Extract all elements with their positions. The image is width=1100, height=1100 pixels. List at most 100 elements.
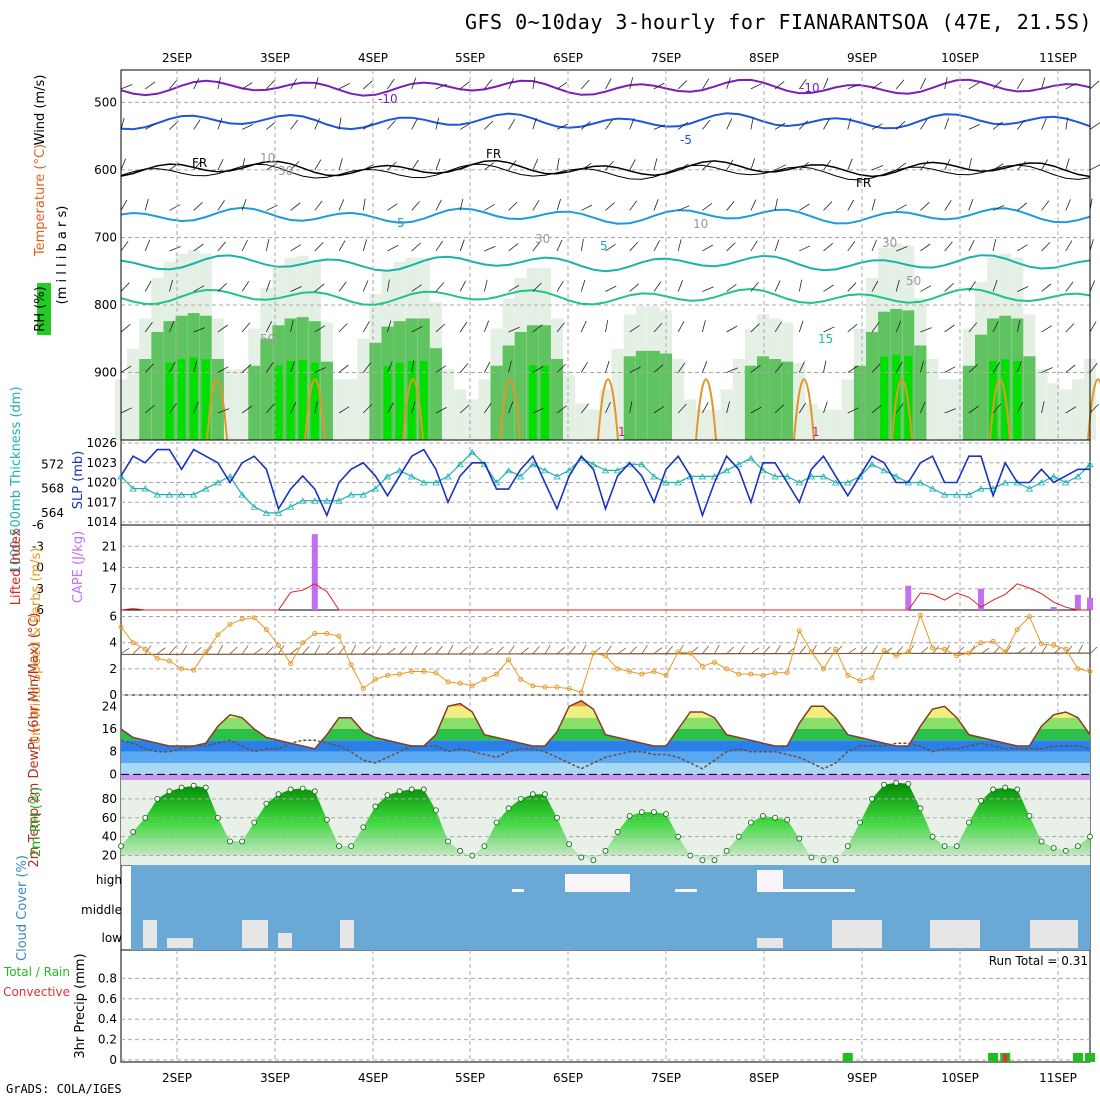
wind-barb — [847, 199, 854, 211]
surface-wind-barb — [847, 647, 857, 655]
wind-barb — [556, 81, 568, 90]
surface-wind-barb — [992, 646, 1001, 655]
thickness-marker — [286, 503, 295, 510]
date-label-bottom: 8SEP — [749, 1071, 779, 1085]
rh-marker — [336, 843, 342, 850]
thickness-marker — [420, 479, 428, 486]
rh-shade-light — [1047, 383, 1060, 440]
rh-tick: 60 — [102, 811, 117, 825]
surface-wind-barb — [120, 647, 130, 655]
isotherm-line — [120, 287, 1091, 306]
wind-speed-marker — [372, 676, 378, 682]
rh-marker — [396, 788, 403, 795]
wind-barb — [193, 78, 200, 90]
wind-barb — [362, 404, 372, 414]
rh-marker — [856, 819, 863, 826]
wind-speed-marker — [1026, 614, 1032, 620]
wind-speed-marker — [142, 646, 148, 652]
wind-barb — [871, 81, 882, 90]
wind-barb — [387, 161, 397, 171]
wind-barb — [169, 79, 178, 90]
wind-barb — [774, 80, 785, 90]
wind-speed-marker — [118, 624, 124, 630]
wind-barb — [169, 403, 177, 414]
rh-shade-high — [1013, 361, 1022, 440]
wind-barb — [605, 243, 616, 252]
wind-barb — [774, 362, 784, 373]
wind-barb — [1089, 404, 1099, 414]
thickness-marker — [1001, 479, 1009, 486]
thickness-marker — [795, 479, 804, 486]
wind-barb — [750, 323, 760, 333]
wind-barb — [774, 280, 781, 292]
wind-barb — [266, 362, 274, 373]
wind-barb — [120, 282, 130, 292]
wind-barb — [459, 404, 470, 414]
surface-wind-barb — [556, 647, 565, 655]
wind-barb — [241, 198, 247, 211]
surface-wind-barb — [956, 646, 965, 655]
wind-barb — [895, 320, 902, 333]
rh-shade-light — [1071, 379, 1084, 440]
rh-shade-high — [189, 357, 198, 440]
wind-speed-line — [120, 613, 1091, 694]
wind-speed-marker — [1063, 646, 1069, 652]
surface-wind-barb — [532, 646, 540, 655]
wind-barb — [968, 82, 980, 90]
thickness-marker — [940, 491, 949, 498]
wind-speed-marker — [288, 661, 294, 667]
wind-speed-marker — [893, 653, 899, 659]
wind-barb — [629, 401, 633, 414]
wind-barb — [508, 201, 518, 211]
wind-barb — [992, 362, 1001, 373]
rh-marker — [348, 843, 355, 850]
wind-barb — [120, 199, 128, 211]
rh-marker — [178, 784, 185, 791]
wind-speed-marker — [990, 638, 996, 644]
cape-tick: 7 — [109, 582, 117, 596]
wind-speed-marker — [300, 640, 306, 646]
thickness-marker — [529, 461, 537, 468]
thickness-marker — [117, 473, 125, 480]
thickness-marker — [456, 461, 464, 468]
wind-barb — [629, 324, 640, 333]
thickness-marker — [916, 479, 925, 486]
precip-tick: 0.2 — [98, 1033, 117, 1047]
slp-tick: 1017 — [86, 495, 117, 509]
rh-marker — [929, 833, 936, 840]
surface-wind-barb — [653, 647, 663, 655]
wind-barb — [968, 158, 972, 171]
wind-barb — [290, 202, 301, 211]
wind-barb — [120, 158, 126, 171]
wind-barb — [120, 407, 132, 414]
contour-label: 1 — [618, 425, 626, 439]
wind-barb — [217, 77, 221, 89]
warm-isotherm — [989, 378, 1011, 441]
wind-barb — [920, 78, 927, 90]
wind-speed-marker — [845, 672, 851, 678]
wind-barb — [895, 79, 905, 90]
wind-speed-marker — [409, 668, 415, 674]
isotherm-line — [120, 206, 1091, 225]
thickness-marker — [928, 485, 937, 492]
rh-marker — [978, 797, 984, 804]
wind-barb — [968, 364, 978, 373]
thickness-marker — [783, 473, 791, 480]
wind-barb — [1065, 199, 1071, 211]
wind-speed-marker — [833, 646, 839, 652]
wind-barb — [895, 162, 907, 171]
temp-band — [121, 774, 1090, 780]
rh-shade-high — [310, 362, 319, 440]
precip-tick: 0.8 — [98, 971, 117, 985]
wind-barb — [823, 284, 834, 292]
surface-wind-barb — [496, 646, 504, 655]
wind-barb — [968, 281, 976, 292]
wind-speed-marker — [1087, 668, 1093, 674]
date-label-bottom: 2SEP — [162, 1071, 192, 1085]
thickness-marker — [1025, 485, 1034, 492]
rh-marker — [433, 807, 439, 814]
surface-wind-barb — [568, 645, 576, 655]
wind-barb — [605, 285, 617, 292]
wind-speed-marker — [336, 633, 342, 639]
wind10-axis-label: 10m Wind Speed & Barbs (m/s) — [29, 548, 44, 753]
